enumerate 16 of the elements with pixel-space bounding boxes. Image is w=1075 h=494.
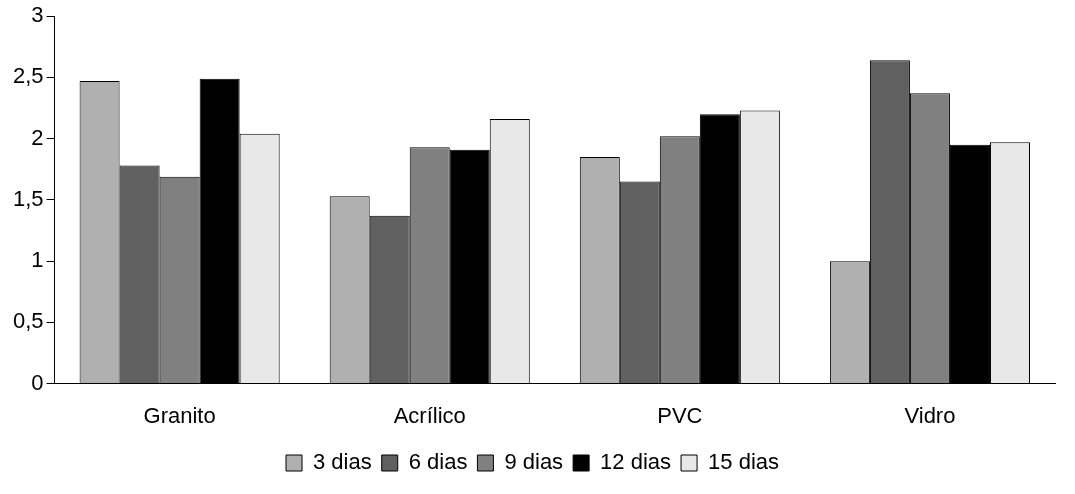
x-tick-label: PVC (657, 402, 703, 428)
y-tick-label: 2,5 (12, 63, 44, 89)
legend-label: 9 dias (504, 449, 564, 475)
legend-label: 6 dias (408, 449, 468, 475)
x-tick-label: Granito (143, 402, 216, 428)
x-tick-label: Vidro (904, 402, 956, 428)
y-tick-label: 0 (31, 369, 44, 395)
legend-label: 12 dias (600, 449, 672, 475)
y-tick-label: 3 (31, 2, 44, 28)
y-tick-label: 1 (31, 247, 44, 273)
y-tick-label: 2 (31, 124, 44, 150)
y-tick-label: 0,5 (12, 308, 44, 334)
legend-label: 15 dias (708, 449, 780, 475)
x-tick-label: Acrílico (393, 402, 466, 428)
legend-label: 3 dias (313, 449, 372, 475)
y-tick-label: 1,5 (12, 185, 44, 211)
